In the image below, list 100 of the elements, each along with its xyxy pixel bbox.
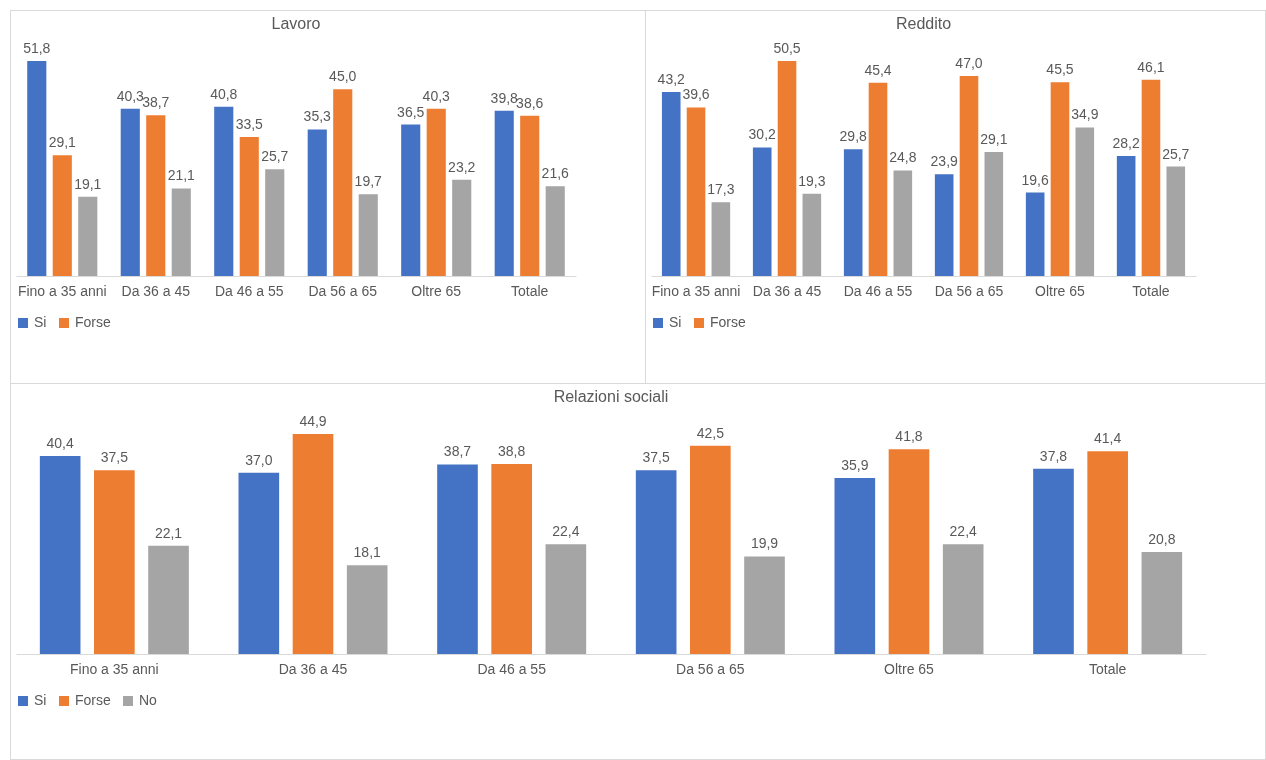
- bar: [984, 152, 1004, 276]
- data-label: 38,8: [498, 442, 526, 459]
- bar: [520, 115, 540, 276]
- bar: [942, 544, 984, 654]
- bar: [545, 544, 587, 654]
- data-label: 41,4: [1094, 430, 1122, 447]
- bar: [686, 107, 706, 276]
- data-label: 22,4: [552, 523, 580, 540]
- x-tick-label: Da 36 a 45: [121, 282, 191, 299]
- bar: [1050, 82, 1070, 276]
- data-label: 51,8: [23, 40, 51, 56]
- bar: [1116, 155, 1136, 276]
- data-label: 20,8: [1148, 531, 1176, 548]
- bar: [358, 194, 378, 276]
- bar: [39, 456, 81, 654]
- bar: [171, 188, 191, 276]
- bar: [777, 61, 797, 276]
- data-label: 36,5: [397, 103, 425, 120]
- bar: [661, 92, 681, 276]
- x-tick-label: Fino a 35 anni: [69, 660, 159, 677]
- data-label: 37,8: [1039, 447, 1068, 464]
- chart-title: Relazioni sociali: [553, 388, 669, 405]
- data-label: 38,7: [443, 443, 472, 460]
- data-label: 33,5: [235, 115, 264, 132]
- data-label: 25,7: [261, 148, 289, 165]
- bar: [635, 470, 677, 654]
- bar: [868, 82, 888, 276]
- bar: [148, 545, 189, 654]
- x-tick-label: Totale: [1132, 282, 1170, 299]
- bar: [346, 565, 388, 654]
- data-label: 19,1: [74, 175, 102, 192]
- data-label: 41,8: [895, 428, 923, 445]
- bar: [52, 155, 72, 276]
- data-label: 19,9: [750, 535, 779, 552]
- data-label: 40,4: [46, 435, 74, 452]
- bar: [934, 174, 954, 276]
- data-label: 35,3: [303, 108, 332, 125]
- data-label: 29,1: [48, 134, 77, 151]
- data-label: 17,3: [707, 181, 735, 198]
- legend-label: Forse: [75, 692, 111, 708]
- x-tick-label: Da 56 a 65: [308, 282, 378, 299]
- bar: [843, 149, 863, 276]
- x-tick-label: Da 36 a 45: [752, 282, 822, 299]
- data-label: 30,2: [748, 126, 777, 143]
- x-tick-label: Da 46 a 55: [215, 282, 284, 299]
- data-label: 23,2: [448, 158, 476, 175]
- data-label: 25,7: [1162, 145, 1190, 162]
- bar: [307, 129, 327, 276]
- data-label: 34,9: [1071, 106, 1099, 123]
- data-label: 42,5: [696, 424, 725, 441]
- bar: [752, 147, 772, 276]
- legend-label: Si: [669, 314, 682, 330]
- data-label: 21,6: [541, 165, 570, 182]
- chart-title: Lavoro: [271, 15, 321, 32]
- data-label: 45,4: [864, 61, 892, 78]
- bar: [711, 202, 731, 276]
- x-tick-label: Fino a 35 anni: [17, 282, 107, 299]
- bar: [238, 472, 280, 654]
- bar: [333, 89, 353, 276]
- bar: [146, 115, 166, 276]
- legend-label: No: [139, 692, 158, 708]
- data-label: 43,2: [657, 71, 686, 88]
- data-label: 37,0: [245, 451, 273, 468]
- data-label: 38,7: [142, 94, 170, 111]
- data-label: 29,1: [980, 131, 1008, 148]
- data-label: 23,9: [930, 153, 959, 170]
- bar: [78, 196, 98, 276]
- bar: [1075, 127, 1095, 276]
- x-tick-label: Da 46 a 55: [843, 282, 913, 299]
- bar: [292, 434, 334, 654]
- data-label: 40,3: [422, 87, 451, 104]
- bar: [1025, 192, 1045, 276]
- x-tick-label: Da 56 a 65: [934, 282, 1004, 299]
- bar: [834, 478, 876, 654]
- data-label: 29,8: [839, 128, 868, 145]
- data-label: 19,3: [798, 172, 826, 189]
- data-label: 40,8: [210, 85, 238, 102]
- data-label: 21,1: [167, 167, 196, 184]
- x-tick-label: Oltre 65: [411, 282, 462, 299]
- bar: [802, 193, 822, 276]
- bar: [239, 136, 259, 276]
- data-label: 19,7: [354, 173, 383, 190]
- chart-title: Reddito: [895, 15, 952, 32]
- x-tick-label: Da 46 a 55: [477, 660, 547, 677]
- x-tick-label: Totale: [511, 282, 549, 299]
- data-label: 19,6: [1021, 171, 1049, 188]
- data-label: 39,6: [682, 86, 710, 103]
- bar: [437, 464, 478, 654]
- bar: [744, 556, 785, 654]
- legend-label: Forse: [710, 314, 746, 330]
- bar: [494, 110, 514, 276]
- bar: [545, 186, 565, 276]
- data-label: 18,1: [353, 544, 382, 561]
- bar: [265, 169, 285, 276]
- data-label: 37,5: [642, 449, 670, 466]
- bar: [426, 108, 446, 276]
- bar: [1033, 468, 1074, 654]
- bar: [690, 445, 731, 654]
- data-label: 46,1: [1137, 58, 1165, 75]
- bar: [959, 75, 979, 276]
